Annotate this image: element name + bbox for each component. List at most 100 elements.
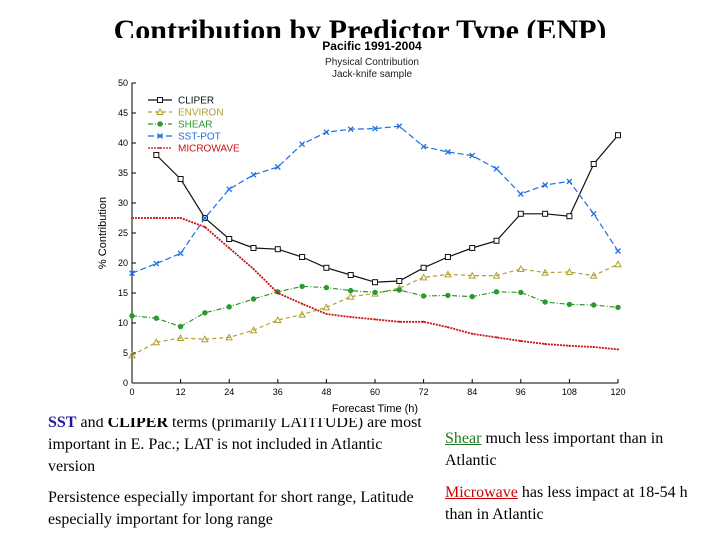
data-point-environ <box>128 351 136 359</box>
x-tick-label: 84 <box>467 387 477 397</box>
note-keyword-cliper: CLIPER <box>107 414 169 431</box>
contribution-chart: 0 5 10 15 20 25 30 35 40 45 50 0 12 24 36 48 60 72 84 96 108… <box>90 38 630 418</box>
data-point-sst-pot <box>177 250 184 257</box>
legend-label: SST-POT <box>178 132 221 143</box>
data-point-sst-pot <box>226 186 233 193</box>
data-point-cliper <box>590 161 597 167</box>
data-point-shear <box>299 283 305 290</box>
x-tick-label: 108 <box>562 387 577 397</box>
chart-subtitle-2: Jack-knife sample <box>332 69 412 80</box>
data-point-sst-pot <box>396 123 403 130</box>
data-point-sst-pot <box>201 215 208 221</box>
data-point-cliper <box>444 254 451 260</box>
data-point-environ <box>249 326 258 334</box>
data-point-sst-pot <box>469 152 476 159</box>
data-point-environ <box>298 310 306 318</box>
data-point-sst-pot <box>372 125 378 132</box>
data-point-sst-pot <box>250 171 257 178</box>
note-microwave: Microwave has less impact at 18-54 h tha… <box>445 482 695 526</box>
data-point-sst-pot <box>542 182 549 188</box>
data-point-sst-pot <box>299 141 306 148</box>
chart-series <box>128 123 622 359</box>
data-point-sst-pot <box>347 126 354 133</box>
chart-axes: 0 5 10 15 20 25 30 35 40 45 50 0 12 24 36 48 60 72 84 96 108… <box>118 78 626 397</box>
chart-background <box>90 38 630 418</box>
data-point-cliper <box>274 246 281 253</box>
data-point-shear <box>542 299 548 305</box>
x-tick-label: 12 <box>176 387 186 397</box>
data-point-shear <box>591 302 597 308</box>
data-point-microwave <box>398 320 401 323</box>
data-point-microwave <box>422 320 425 323</box>
data-point-cliper <box>323 264 330 271</box>
y-tick-label: 10 <box>118 318 128 328</box>
data-point-cliper <box>493 237 500 244</box>
series-sst-pot <box>129 123 621 277</box>
data-point-environ <box>565 267 574 275</box>
y-tick-label: 40 <box>118 138 128 148</box>
data-point-environ <box>201 335 209 343</box>
data-point-sst-pot <box>157 133 163 139</box>
y-tick-label: 25 <box>118 228 128 238</box>
x-tick-label: 36 <box>273 387 283 397</box>
data-point-shear <box>372 289 378 296</box>
y-tick-label: 45 <box>118 108 128 118</box>
x-tick-label: 24 <box>224 387 234 397</box>
series-microwave <box>131 217 619 351</box>
data-point-shear <box>157 121 163 127</box>
note-keyword-shear: Shear <box>445 430 482 447</box>
data-point-sst-pot <box>590 210 597 217</box>
series-line-cliper <box>155 134 619 283</box>
data-point-environ <box>444 270 452 278</box>
note-persistence: Persistence especially important for sho… <box>48 489 414 528</box>
data-point-shear <box>615 304 621 311</box>
data-point-shear <box>129 313 135 319</box>
data-point-shear <box>469 293 475 300</box>
data-point-cliper <box>226 236 233 242</box>
data-point-sst-pot <box>153 260 160 267</box>
data-point-shear <box>445 292 451 299</box>
x-tick-label: 72 <box>419 387 429 397</box>
x-tick-label: 0 <box>129 387 134 397</box>
data-point-cliper <box>157 97 163 103</box>
data-point-cliper <box>615 132 621 139</box>
data-point-environ <box>225 333 234 341</box>
data-point-cliper <box>469 245 476 251</box>
data-point-shear <box>323 284 330 291</box>
data-point-shear <box>420 293 427 299</box>
data-point-sst-pot <box>615 248 621 254</box>
data-point-cliper <box>396 278 403 284</box>
data-point-sst-pot <box>129 270 135 277</box>
y-tick-label: 20 <box>118 258 128 268</box>
data-point-shear <box>177 323 184 330</box>
y-tick-label: 50 <box>118 78 128 88</box>
legend-label: SHEAR <box>178 120 212 131</box>
data-point-environ <box>516 264 525 272</box>
data-point-microwave <box>179 217 182 219</box>
note-text: has less impact at 18-54 h than in Atlan… <box>445 484 688 523</box>
data-point-shear <box>250 296 257 302</box>
data-point-cliper <box>177 176 184 182</box>
x-tick-label: 120 <box>610 387 625 397</box>
y-tick-label: 30 <box>118 198 128 208</box>
data-point-environ <box>156 107 164 115</box>
data-point-microwave <box>519 340 522 342</box>
data-point-microwave <box>374 318 376 321</box>
data-point-shear <box>566 301 573 308</box>
data-point-shear <box>153 315 160 321</box>
x-axis-label: Forecast Time (h) <box>332 403 418 415</box>
data-point-sst-pot <box>444 149 451 155</box>
data-point-cliper <box>153 152 160 158</box>
series-line-sst-pot <box>131 125 619 274</box>
note-sst-cliper: SST and CLIPER terms (primarily LATITUDE… <box>48 412 428 478</box>
chart-title: Pacific 1991-2004 <box>322 39 422 53</box>
data-point-shear <box>396 287 402 293</box>
data-point-sst-pot <box>493 165 500 172</box>
data-point-microwave <box>544 343 547 345</box>
data-point-cliper <box>372 279 378 286</box>
data-point-sst-pot <box>274 164 281 170</box>
note-shear: Shear much less important than in Atlant… <box>445 428 695 472</box>
data-point-sst-pot <box>420 143 427 150</box>
data-point-cliper <box>420 264 427 271</box>
